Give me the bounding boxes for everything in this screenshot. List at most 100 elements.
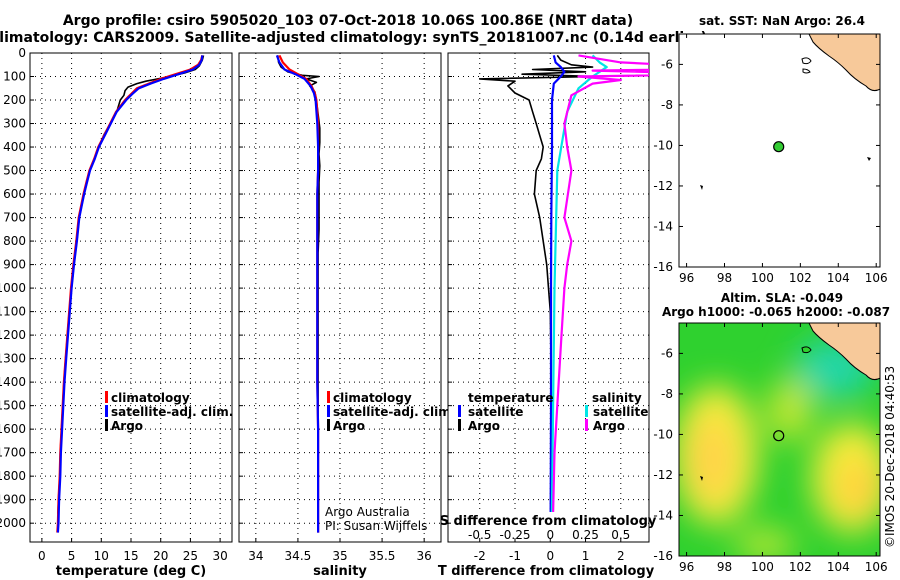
- sla-map-title: Altim. SLA: -0.049: [721, 291, 843, 305]
- island-shape: [700, 185, 703, 190]
- legend-swatch-climatology: [327, 391, 330, 403]
- latitude-tick-label: -6: [661, 57, 673, 71]
- legend-swatch-climatology: [105, 391, 108, 403]
- sla-map-subtitle: Argo h1000: -0.065 h2000: -0.087: [662, 305, 890, 319]
- pressure-tick-label: 1600: [0, 422, 26, 436]
- s-diff-tick-label: 0.5: [611, 528, 630, 542]
- pressure-tick-label: 800: [3, 234, 26, 248]
- pressure-tick-label: 1500: [0, 399, 26, 413]
- longitude-tick-label: 100: [751, 560, 774, 574]
- sst-map-longitude-ticks: 96 98 100 102 104 106: [679, 34, 888, 285]
- x-tick-label: 2: [617, 549, 625, 563]
- longitude-tick-label: 98: [717, 560, 732, 574]
- salinity-panel: 34 34.5 35 35.5 36 salinity climatology sate…: [238, 52, 455, 579]
- salinity-series: [275, 54, 321, 533]
- pressure-tick-label: 100: [3, 70, 26, 84]
- legend-swatch-t-argo: [458, 419, 461, 431]
- sla-heatmap: [679, 323, 880, 556]
- island-shape: [802, 68, 811, 74]
- x-tick-label: 35: [332, 549, 347, 563]
- longitude-tick-label: 100: [751, 271, 774, 285]
- x-tick-label: 25: [183, 549, 198, 563]
- series-line-s-argo: [552, 54, 649, 514]
- latitude-tick-label: -14: [653, 508, 673, 522]
- legend-label-argo: Argo: [333, 419, 365, 433]
- pressure-tick-label: 900: [3, 258, 26, 272]
- pressure-tick-label: 600: [3, 187, 26, 201]
- legend-swatch-argo: [105, 419, 108, 431]
- s-difference-axis-ticks: -0.5 -0.25 0 0.25 0.5: [468, 528, 630, 542]
- series-line-satellite-adj-clim-: [275, 55, 320, 533]
- salinity-legend: climatology satellite-adj. clim. Argo: [327, 391, 455, 433]
- pressure-tick-label: 1000: [0, 281, 26, 295]
- sst-map-panel: sat. SST: NaN Argo: 26.4 96 98 100 102 104 10…: [653, 14, 887, 285]
- x-tick-label: 0: [38, 549, 46, 563]
- series-line-t-satellite: [549, 55, 566, 533]
- sla-map-panel: Altim. SLA: -0.049 Argo h1000: -0.065 h2…: [653, 291, 890, 574]
- latitude-tick-label: -12: [653, 468, 673, 482]
- sst-map-latitude-ticks: -6 -8 -10 -12 -14 -16: [653, 57, 880, 274]
- pressure-tick-label: 2000: [0, 516, 26, 530]
- legend-label-argo: Argo: [111, 419, 143, 433]
- sst-map-frame: [678, 33, 881, 268]
- island-shape: [801, 57, 812, 65]
- pressure-tick-label: 400: [3, 140, 26, 154]
- argo-position-marker: [773, 141, 785, 153]
- pressure-tick-label: 1200: [0, 328, 26, 342]
- x-tick-label: 0: [546, 549, 554, 563]
- longitude-tick-label: 106: [865, 271, 888, 285]
- figure-title-line2: Climatology: CARS2009. Satellite-adjuste…: [0, 30, 707, 46]
- pressure-tick-label: 300: [3, 117, 26, 131]
- legend-label-s-argo: Argo: [593, 419, 625, 433]
- longitude-tick-label: 102: [789, 271, 812, 285]
- salinity-axis-label: salinity: [313, 564, 367, 579]
- legend-label-satellite: satellite-adj. clim.: [111, 405, 233, 419]
- sla-map-latitude-ticks: -6 -8 -10 -12 -14 -16: [653, 346, 880, 563]
- x-tick-label: -2: [474, 549, 486, 563]
- sla-high-west-core: [690, 418, 734, 502]
- temperature-axis-label: temperature (deg C): [56, 564, 206, 579]
- legend-swatch-s-satellite: [585, 405, 588, 417]
- legend-label-t-argo: Argo: [468, 419, 500, 433]
- imos-credit: ©IMOS 20-Dec-2018 04:40:53: [883, 366, 897, 548]
- s-diff-tick-label: -0.5: [468, 528, 491, 542]
- sla-high-east-core: [838, 460, 878, 516]
- legend-label-climatology: climatology: [111, 391, 190, 405]
- sla-map-longitude-ticks: 96 98 100 102 104 106: [679, 323, 888, 574]
- latitude-tick-label: -16: [653, 549, 673, 563]
- sumatra-coast-shape: [808, 323, 880, 381]
- island-shape: [700, 476, 703, 481]
- pressure-tick-label: 500: [3, 164, 26, 178]
- longitude-tick-label: 104: [827, 560, 850, 574]
- x-tick-label: 36: [417, 549, 432, 563]
- legend-swatch-t-satellite: [458, 405, 461, 417]
- latitude-tick-label: -16: [653, 260, 673, 274]
- x-tick-label: 5: [68, 549, 76, 563]
- latitude-tick-label: -10: [653, 138, 673, 152]
- institution-annotation: Argo Australia: [325, 505, 410, 519]
- legend-label-climatology: climatology: [333, 391, 412, 405]
- latitude-tick-label: -12: [653, 179, 673, 193]
- x-tick-label: 1: [582, 549, 590, 563]
- s-diff-tick-label: -0.25: [499, 528, 530, 542]
- latitude-tick-label: -14: [653, 219, 673, 233]
- legend-swatch-satellite: [105, 405, 108, 417]
- salinity-grid: [239, 52, 441, 542]
- sst-map-land: [700, 34, 880, 190]
- x-tick-label: 34: [248, 549, 263, 563]
- latitude-tick-label: -8: [661, 98, 673, 112]
- sla-mid-south: [735, 529, 795, 556]
- longitude-tick-label: 98: [717, 271, 732, 285]
- pressure-tick-label: 700: [3, 211, 26, 225]
- longitude-tick-label: 96: [679, 560, 694, 574]
- salinity-axis-ticks: 34 34.5 35 35.5 36: [248, 538, 432, 563]
- pressure-tick-label: 1900: [0, 493, 26, 507]
- x-tick-label: 10: [94, 549, 109, 563]
- longitude-tick-label: 102: [789, 560, 812, 574]
- sla-map-frame: [678, 322, 881, 557]
- sst-map-title: sat. SST: NaN Argo: 26.4: [699, 14, 865, 28]
- sla-mid-center: [768, 378, 812, 442]
- argo-position-marker: [773, 430, 785, 442]
- legend-swatch-s-argo: [585, 419, 588, 431]
